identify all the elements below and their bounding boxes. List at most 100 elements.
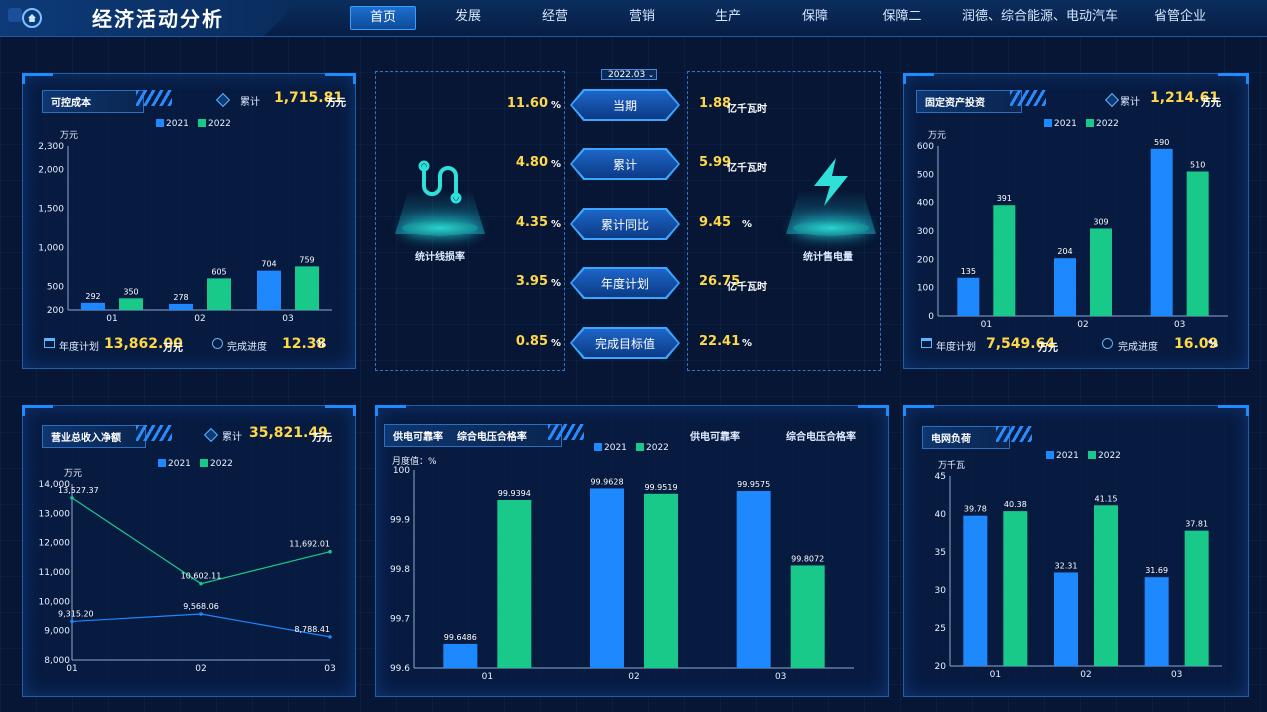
bar-2022-01: [497, 499, 532, 668]
right-value: 26.75: [699, 274, 741, 289]
check-circle-icon: [212, 338, 223, 349]
y-tick-label: 10,000: [39, 597, 71, 607]
title-plate: [0, 0, 300, 36]
header-reliability[interactable]: 供电可靠率: [690, 432, 740, 443]
nav-home[interactable]: 首页: [350, 6, 416, 30]
nav-production[interactable]: 生产: [714, 9, 741, 24]
date-select[interactable]: 2022.03 ⌄: [601, 69, 657, 80]
legend-swatch-2021: [1044, 119, 1052, 127]
nav-marketing[interactable]: 营销: [628, 9, 655, 24]
nav-provincial-enterprises[interactable]: 省管企业: [1153, 9, 1206, 24]
tab-voltage-rate[interactable]: 综合电压合格率: [456, 432, 527, 443]
bar-2021-02: [1054, 572, 1078, 666]
nav-support[interactable]: 保障: [801, 9, 828, 24]
x-tick-label: 02: [195, 664, 206, 674]
total-label: 累计: [1120, 97, 1140, 108]
metric-button[interactable]: 完成目标值: [572, 329, 678, 357]
title-stripes: [1010, 90, 1046, 106]
metric-button[interactable]: 累计同比: [572, 210, 678, 238]
plan-label: 年度计划: [59, 342, 99, 353]
legend-swatch-2022: [1086, 119, 1094, 127]
bar-2021-02: [590, 488, 624, 668]
home-icon[interactable]: [22, 8, 42, 28]
line-loss-icon: [418, 160, 462, 204]
bar-label: 99.9394: [498, 489, 531, 498]
y-axis-unit: 万元: [64, 469, 82, 479]
right-unit: %: [742, 338, 753, 349]
bar-label: 704: [261, 260, 276, 269]
y-axis-unit: 万千瓦: [938, 460, 965, 471]
legend-label-2021: 2021: [166, 119, 189, 129]
bar-label: 99.8072: [791, 554, 824, 563]
bar-2022-03: [1184, 530, 1209, 666]
y-tick-label: 500: [47, 283, 64, 293]
bar-2022-02: [644, 493, 678, 668]
total-label: 累计: [240, 97, 260, 108]
bar-2022-03: [295, 266, 319, 310]
header-voltage-rate[interactable]: 综合电压合格率: [786, 432, 856, 443]
y-tick-label: 1,500: [38, 204, 64, 214]
y-tick-label: 45: [935, 472, 946, 482]
panel-title: 固定资产投资: [916, 90, 1022, 113]
bar-2022-02: [1090, 228, 1112, 316]
total-unit: 万元: [1201, 98, 1221, 109]
bar-label: 32.31: [1055, 561, 1078, 570]
legend-swatch-2022: [1088, 451, 1096, 459]
right-unit: 亿千瓦时: [727, 282, 767, 293]
y-tick-label: 40: [935, 510, 947, 520]
x-tick-label: 03: [324, 664, 335, 674]
y-tick-label: 1,000: [38, 244, 64, 254]
total-label: 累计: [222, 432, 242, 443]
tab-reliability[interactable]: 供电可靠率: [393, 432, 443, 443]
progress-unit: %: [1208, 339, 1219, 350]
legend-swatch-2021: [156, 119, 164, 127]
point-2022-03: [328, 549, 332, 554]
plan-value: 13,862.00: [104, 336, 183, 352]
point-label: 10,602.11: [181, 572, 222, 581]
point-label: 8,788.41: [294, 625, 330, 634]
y-tick-label: 9,000: [44, 627, 70, 637]
panel-title: 可控成本: [42, 90, 144, 113]
plan-value: 7,549.64: [986, 336, 1056, 352]
legend-swatch-2021: [594, 443, 602, 451]
metric-button[interactable]: 年度计划: [572, 269, 678, 297]
nav-operation[interactable]: 经营: [541, 9, 568, 24]
x-tick-label: 02: [628, 672, 639, 682]
legend-swatch-2022: [200, 459, 208, 467]
bar-label: 292: [85, 292, 100, 301]
nav-runde-energy-ev[interactable]: 润德、综合能源、电动汽车: [961, 9, 1118, 24]
bar-2021-03: [1150, 148, 1173, 316]
x-tick-label: 03: [775, 672, 786, 682]
panel-controllable-cost: [22, 73, 356, 369]
left-unit: %: [551, 338, 562, 349]
nav-support-2[interactable]: 保障二: [882, 9, 922, 24]
bar-2021-01: [963, 515, 988, 666]
progress-value: 16.09: [1174, 336, 1219, 352]
metric-button[interactable]: 当期: [572, 91, 678, 119]
bar-2022-02: [1094, 505, 1118, 666]
nav-development[interactable]: 发展: [454, 9, 481, 24]
metric-button[interactable]: 累计: [572, 150, 678, 178]
progress-value: 12.38: [282, 336, 327, 352]
legend-swatch-2021: [1046, 451, 1054, 459]
legend-swatch-2022: [636, 443, 644, 451]
legend-label-2021: 2021: [1056, 451, 1079, 461]
total-unit: 万元: [326, 98, 346, 109]
point-2022-01: [70, 496, 74, 500]
bar-label: 759: [299, 255, 314, 264]
right-dash-box: [687, 71, 881, 371]
legend-label-2022: 2022: [646, 443, 669, 453]
total-value: 1,715.81: [274, 90, 344, 106]
y-axis-unit: 万元: [928, 131, 946, 141]
bar-label: 99.9575: [737, 480, 770, 489]
left-value: 0.85: [515, 334, 548, 349]
bar-label: 99.9519: [644, 483, 677, 492]
apps-grid-icon[interactable]: [8, 8, 22, 22]
y-tick-label: 99.6: [390, 664, 410, 674]
total-value: 1,214.61: [1150, 90, 1220, 106]
bar-label: 99.6486: [444, 633, 477, 642]
bar-2021-03: [736, 491, 771, 668]
right-unit: 亿千瓦时: [727, 104, 767, 115]
